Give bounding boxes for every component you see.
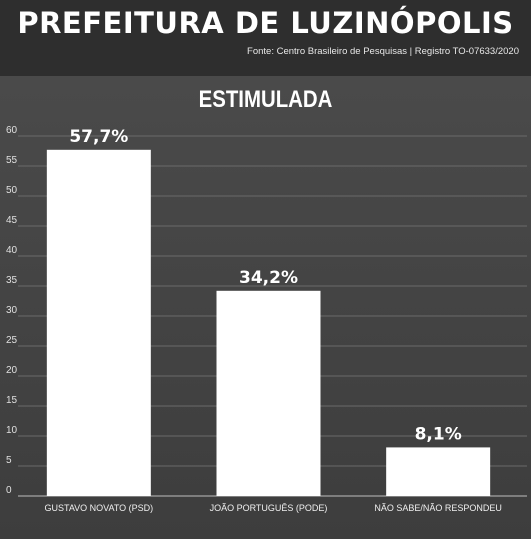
category-label: GUSTAVO NOVATO (PSD) <box>44 503 153 513</box>
header: PREFEITURA DE LUZINÓPOLIS Fonte: Centro … <box>0 0 531 76</box>
y-tick-label: 25 <box>6 335 18 346</box>
y-tick-label: 30 <box>6 305 18 316</box>
category-label: JOÃO PORTUGUÊS (PODE) <box>210 503 328 513</box>
y-tick-label: 35 <box>6 275 18 286</box>
y-tick-label: 60 <box>6 125 18 136</box>
bar <box>386 447 491 496</box>
y-tick-label: 55 <box>6 155 18 166</box>
page-title: PREFEITURA DE LUZINÓPOLIS <box>17 6 514 40</box>
y-tick-label: 15 <box>6 395 18 406</box>
chart-title: ESTIMULADA <box>198 86 333 113</box>
y-tick-label: 50 <box>6 185 18 196</box>
data-label: 57,7% <box>69 127 128 147</box>
y-tick-label: 10 <box>6 425 18 436</box>
category-label: NÃO SABE/NÃO RESPONDEU <box>374 503 502 513</box>
bar <box>216 290 321 496</box>
y-tick-label: 45 <box>6 215 18 226</box>
y-tick-label: 20 <box>6 365 18 376</box>
data-label: 8,1% <box>415 424 462 444</box>
data-label: 34,2% <box>239 268 298 288</box>
y-tick-label: 0 <box>6 485 12 496</box>
bar <box>46 149 151 497</box>
y-tick-label: 5 <box>6 455 12 466</box>
source-note: Fonte: Centro Brasileiro de Pesquisas | … <box>247 46 519 57</box>
y-tick-label: 40 <box>6 245 18 256</box>
